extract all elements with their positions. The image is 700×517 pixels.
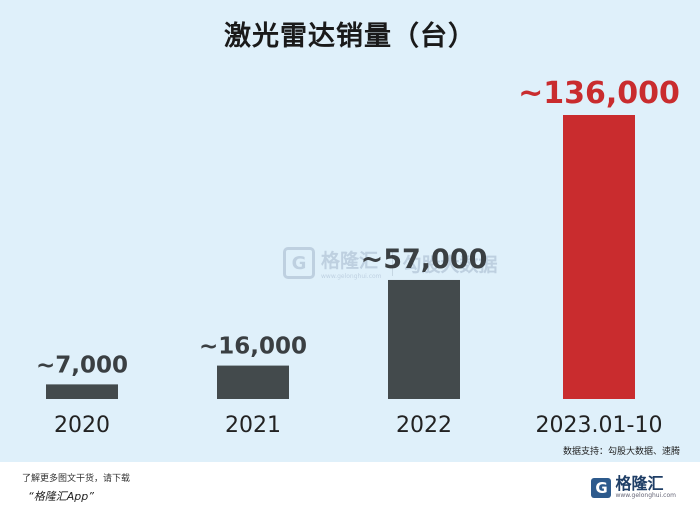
x-tick-label-2022: 2022 [396,413,452,438]
brand-url: www.gelonghui.com [615,492,676,499]
watermark-divider [391,250,393,276]
watermark-right-text: 勾股大数据 [402,253,498,276]
brand-name: 格隆汇 [615,474,664,493]
bar-chart: ~7,000 2020 ~16,000 2021 ~57,000 2022 ~136,000… [36,76,680,438]
watermark-url: www.gelonghui.com [321,273,382,280]
data-label-2020: ~7,000 [36,352,128,378]
brand-logo-icon: G [591,477,612,498]
footer-app-name: “格隆汇App” [28,490,94,503]
data-label-2021: ~16,000 [199,334,307,360]
x-tick-label-2023.01-10: 2023.01-10 [536,413,663,438]
data-label-2022: ~57,000 [361,244,488,275]
bar-2020 [46,384,118,399]
bar-2022 [388,279,460,399]
footer-download-text: 了解更多图文干货，请下载 [22,474,131,484]
watermark: G 格隆汇 www.gelonghui.com 勾股大数据 [283,246,498,280]
brand-logo: G 格隆汇 www.gelonghui.com [591,476,676,499]
data-label-2023.01-10: ~136,000 [518,76,680,111]
bar-2023.01-10 [563,115,635,399]
watermark-logo-icon: G [283,247,315,279]
data-source: 数据支持：勾股大数据、速腾 [562,447,680,457]
x-tick-label-2021: 2021 [225,413,281,438]
watermark-name: 格隆汇 [321,250,379,272]
chart-title: 激光雷达销量（台） [224,21,476,52]
bar-2021 [217,365,289,399]
x-tick-label-2020: 2020 [54,413,110,438]
